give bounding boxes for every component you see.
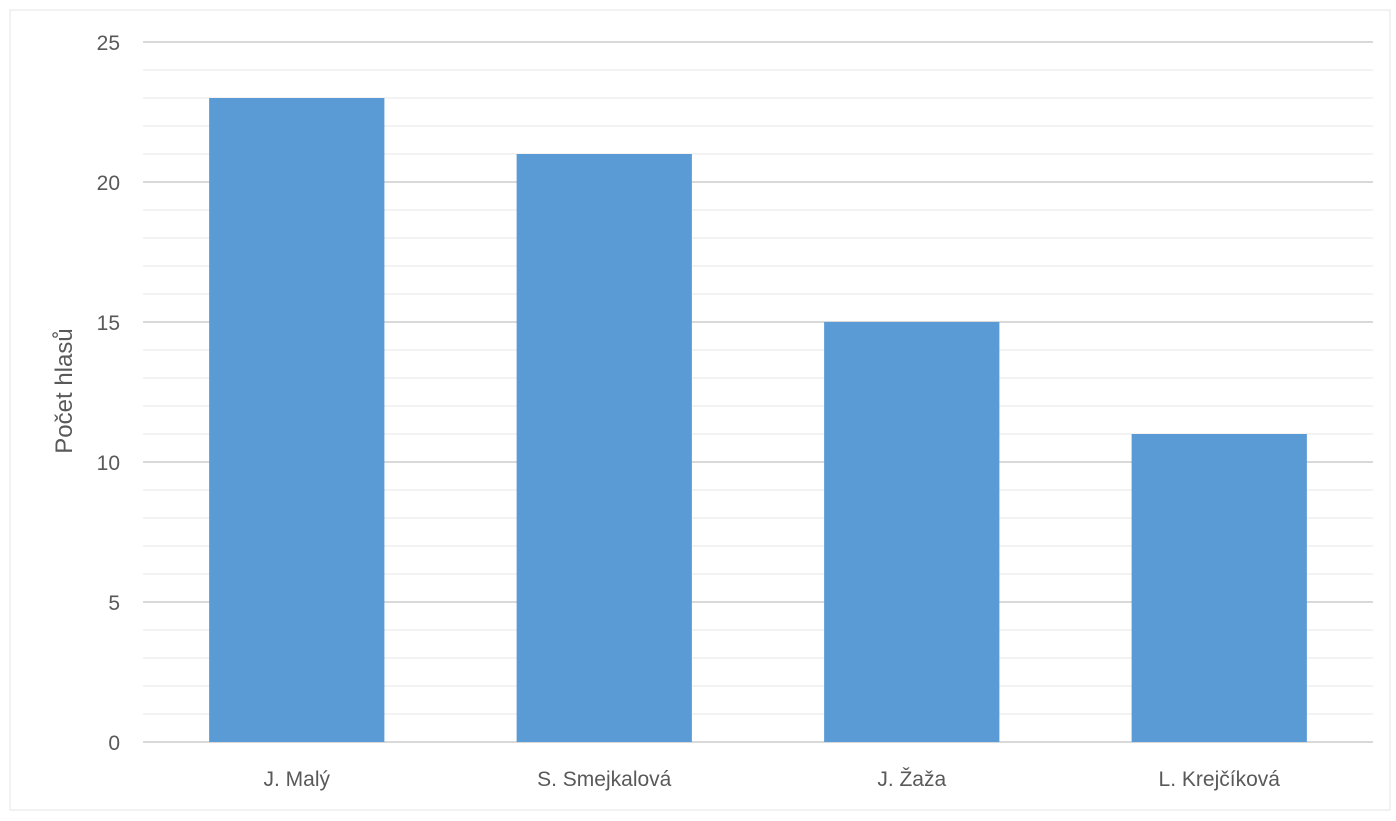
x-tick-labels: J. Malý S. Smejkalová J. Žaža L. Krejčíková xyxy=(263,768,1280,791)
y-tick-label: 25 xyxy=(97,32,120,55)
y-axis-label: Počet hlasů xyxy=(51,328,78,453)
y-tick-label: 5 xyxy=(108,592,120,615)
bar xyxy=(209,98,385,742)
bar xyxy=(1131,434,1307,742)
y-tick-labels: 0 5 10 15 20 25 xyxy=(97,32,120,755)
x-tick-label: J. Malý xyxy=(263,768,330,791)
bar xyxy=(824,322,1000,742)
x-tick-label: S. Smejkalová xyxy=(537,768,672,791)
y-tick-label: 0 xyxy=(108,732,120,755)
x-tick-label: J. Žaža xyxy=(877,768,946,791)
bars xyxy=(209,98,1307,742)
y-tick-label: 10 xyxy=(97,452,120,475)
y-tick-label: 15 xyxy=(97,312,120,335)
x-tick-label: L. Krejčíková xyxy=(1159,768,1281,791)
bar xyxy=(516,154,692,742)
y-tick-label: 20 xyxy=(97,172,120,195)
